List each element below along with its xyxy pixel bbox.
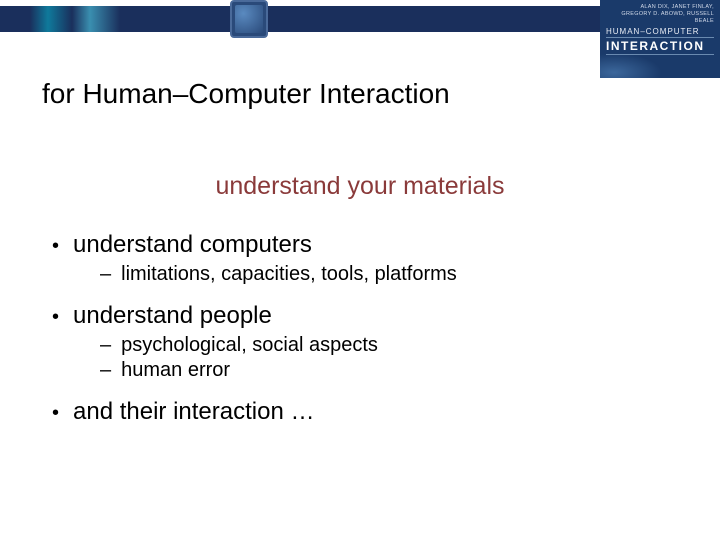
header-logo-icon bbox=[230, 0, 268, 38]
book-authors-line2: GREGORY D. ABOWD, RUSSELL BEALE bbox=[606, 11, 714, 25]
book-cover: ALAN DIX, JANET FINLAY, GREGORY D. ABOWD… bbox=[600, 0, 720, 78]
bullet-dash-icon: – bbox=[100, 263, 111, 286]
slide-subtitle: understand your materials bbox=[0, 172, 720, 201]
bullet-dot-icon: • bbox=[52, 307, 59, 327]
book-title-line1: HUMAN–COMPUTER bbox=[606, 27, 714, 36]
bullet-sub-2-1-text: psychological, social aspects bbox=[121, 334, 378, 357]
bullet-dot-icon: • bbox=[52, 236, 59, 256]
bullet-main-2-text: understand people bbox=[73, 302, 272, 330]
bullet-main-1-text: understand computers bbox=[73, 231, 312, 259]
bullet-sub-2-2-text: human error bbox=[121, 359, 230, 382]
bullet-sub-2-2: – human error bbox=[100, 359, 652, 382]
header-logo-inner bbox=[235, 5, 263, 33]
bullet-dash-icon: – bbox=[100, 334, 111, 357]
bullet-main-1: • understand computers bbox=[52, 231, 652, 259]
bullet-dot-icon: • bbox=[52, 403, 59, 423]
bullet-main-2: • understand people bbox=[52, 302, 652, 330]
header-bar bbox=[0, 6, 600, 32]
bullet-main-3: • and their interaction … bbox=[52, 398, 652, 426]
bullet-dash-icon: – bbox=[100, 359, 111, 382]
content-area: • understand computers – limitations, ca… bbox=[52, 225, 652, 430]
bullet-sub-2-1: – psychological, social aspects bbox=[100, 334, 652, 357]
bullet-sub-1-1-text: limitations, capacities, tools, platform… bbox=[121, 263, 457, 286]
book-authors-line1: ALAN DIX, JANET FINLAY, bbox=[606, 4, 714, 11]
bullet-main-3-text: and their interaction … bbox=[73, 398, 314, 426]
slide-title: for Human–Computer Interaction bbox=[42, 78, 450, 110]
bullet-sub-1-1: – limitations, capacities, tools, platfo… bbox=[100, 263, 652, 286]
book-swirl-decor bbox=[600, 50, 670, 78]
